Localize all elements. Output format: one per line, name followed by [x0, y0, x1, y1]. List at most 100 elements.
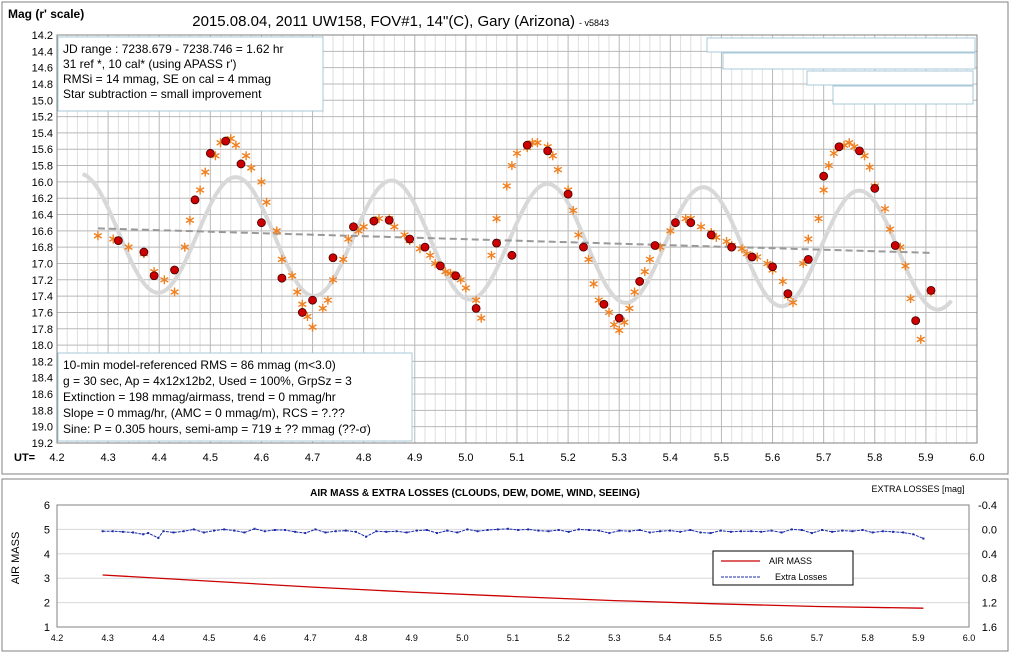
- extra-loss-tick-label: 0.0: [982, 524, 997, 536]
- extra-loss-point: [608, 532, 611, 535]
- extra-loss-point: [506, 527, 509, 530]
- raw-point-stroke: [574, 232, 583, 238]
- extra-loss-point: [466, 528, 469, 531]
- airmass-tick-label: 2: [44, 598, 50, 610]
- legend-airmass-label: AIR MASS: [769, 556, 812, 566]
- raw-point-stroke: [906, 295, 915, 302]
- raw-point-stroke: [170, 289, 179, 295]
- bottom-x-tick-label: 4.7: [304, 633, 317, 643]
- binned-point: [543, 146, 553, 156]
- y-tick-label: 14.8: [32, 79, 53, 91]
- raw-point: [814, 214, 823, 224]
- extra-loss-point: [446, 529, 449, 532]
- extra-loss-point: [354, 530, 357, 533]
- extra-loss-point: [415, 529, 418, 532]
- raw-point-stroke: [471, 297, 481, 304]
- extra-loss-point: [436, 532, 438, 535]
- raw-point: [844, 138, 854, 148]
- raw-point: [829, 148, 839, 158]
- extra-loss-point: [147, 532, 150, 535]
- raw-point: [737, 244, 747, 254]
- extra-loss-point: [760, 530, 763, 533]
- bottom-x-tick-label: 5.7: [811, 633, 824, 643]
- raw-point-stroke: [589, 281, 598, 287]
- binned-point: [650, 241, 660, 250]
- airmass-tick-label: 3: [44, 573, 50, 585]
- info-top-line: RMSi = 14 mmag, SE on cal = 4 mmag: [63, 72, 271, 86]
- raw-point-stroke: [298, 301, 307, 308]
- raw-point: [93, 231, 103, 241]
- y-tick-label: 17.8: [32, 324, 53, 336]
- extra-loss-point: [537, 529, 540, 532]
- extra-loss-point: [709, 532, 712, 535]
- raw-point-stroke: [180, 244, 190, 251]
- raw-point-stroke: [594, 297, 604, 304]
- raw-point-stroke: [338, 256, 348, 263]
- raw-point: [507, 161, 517, 171]
- binned-point: [139, 247, 149, 257]
- bottom-x-tick-label: 4.3: [101, 633, 114, 643]
- extra-loss-point: [314, 528, 317, 531]
- extra-loss-point: [496, 528, 499, 531]
- x-axis-prefix: UT=: [14, 452, 35, 464]
- raw-point-stroke: [185, 217, 195, 224]
- binned-point: [277, 273, 287, 283]
- raw-point: [461, 283, 471, 293]
- raw-point-stroke: [456, 276, 466, 283]
- extra-loss-point: [395, 530, 398, 533]
- raw-point-stroke: [390, 223, 399, 230]
- raw-point: [185, 215, 195, 225]
- raw-point: [865, 162, 874, 172]
- extra-loss-point: [202, 531, 205, 534]
- y-tick-label: 16.8: [32, 242, 53, 254]
- extra-loss-point: [810, 532, 813, 535]
- x-tick-label: 4.2: [49, 452, 64, 464]
- raw-point-stroke: [262, 199, 271, 206]
- binned-point: [614, 313, 624, 323]
- raw-point-stroke: [804, 236, 813, 242]
- x-tick-label: 5.5: [714, 452, 729, 464]
- bottom-x-tick-label: 4.6: [253, 633, 266, 643]
- binned-point: [328, 253, 338, 263]
- raw-point: [696, 222, 706, 232]
- extra-loss-point: [669, 529, 672, 532]
- legend-placeholder-box: [722, 52, 976, 70]
- raw-point-stroke: [160, 276, 169, 283]
- raw-point-stroke: [788, 299, 798, 306]
- raw-point: [885, 224, 895, 234]
- binned-point: [308, 295, 317, 305]
- extra-loss-point: [304, 532, 307, 535]
- extra-loss-point: [750, 530, 753, 533]
- raw-point: [553, 165, 563, 175]
- info-bottom-line: 10-min model-referenced RMS = 86 mmag (m…: [63, 358, 336, 372]
- extra-loss-point: [365, 535, 368, 538]
- info-box-top: [57, 36, 324, 112]
- raw-point: [272, 226, 282, 236]
- extra-loss-point: [861, 529, 864, 532]
- info-top-line: JD range : 7238.679 - 7238.746 = 1.62 hr: [63, 42, 284, 56]
- x-tick-label: 5.2: [560, 452, 575, 464]
- x-tick-label: 4.6: [254, 452, 269, 464]
- raw-point-stroke: [257, 179, 266, 185]
- raw-point-stroke: [609, 321, 619, 328]
- extra-loss-point: [892, 530, 894, 533]
- extra-loss-point: [425, 529, 428, 532]
- x-tick-label: 5.9: [918, 452, 933, 464]
- raw-point: [819, 185, 828, 195]
- raw-point-stroke: [553, 166, 563, 173]
- raw-point: [359, 222, 368, 232]
- raw-point-stroke: [604, 309, 614, 316]
- binned-point: [599, 299, 609, 309]
- raw-point-stroke: [231, 142, 241, 149]
- bottom-x-tick-label: 4.8: [355, 633, 368, 643]
- raw-point: [170, 287, 179, 297]
- y-tick-label: 15.6: [32, 144, 53, 156]
- raw-point-stroke: [287, 272, 297, 279]
- raw-point: [262, 197, 271, 207]
- raw-point: [241, 151, 251, 161]
- raw-point: [568, 205, 578, 215]
- chart-title: 2015.08.04, 2011 UW158, FOV#1, 14"(C), G…: [192, 13, 575, 30]
- raw-point: [880, 204, 890, 214]
- bottom-x-tick-label: 4.4: [152, 633, 165, 643]
